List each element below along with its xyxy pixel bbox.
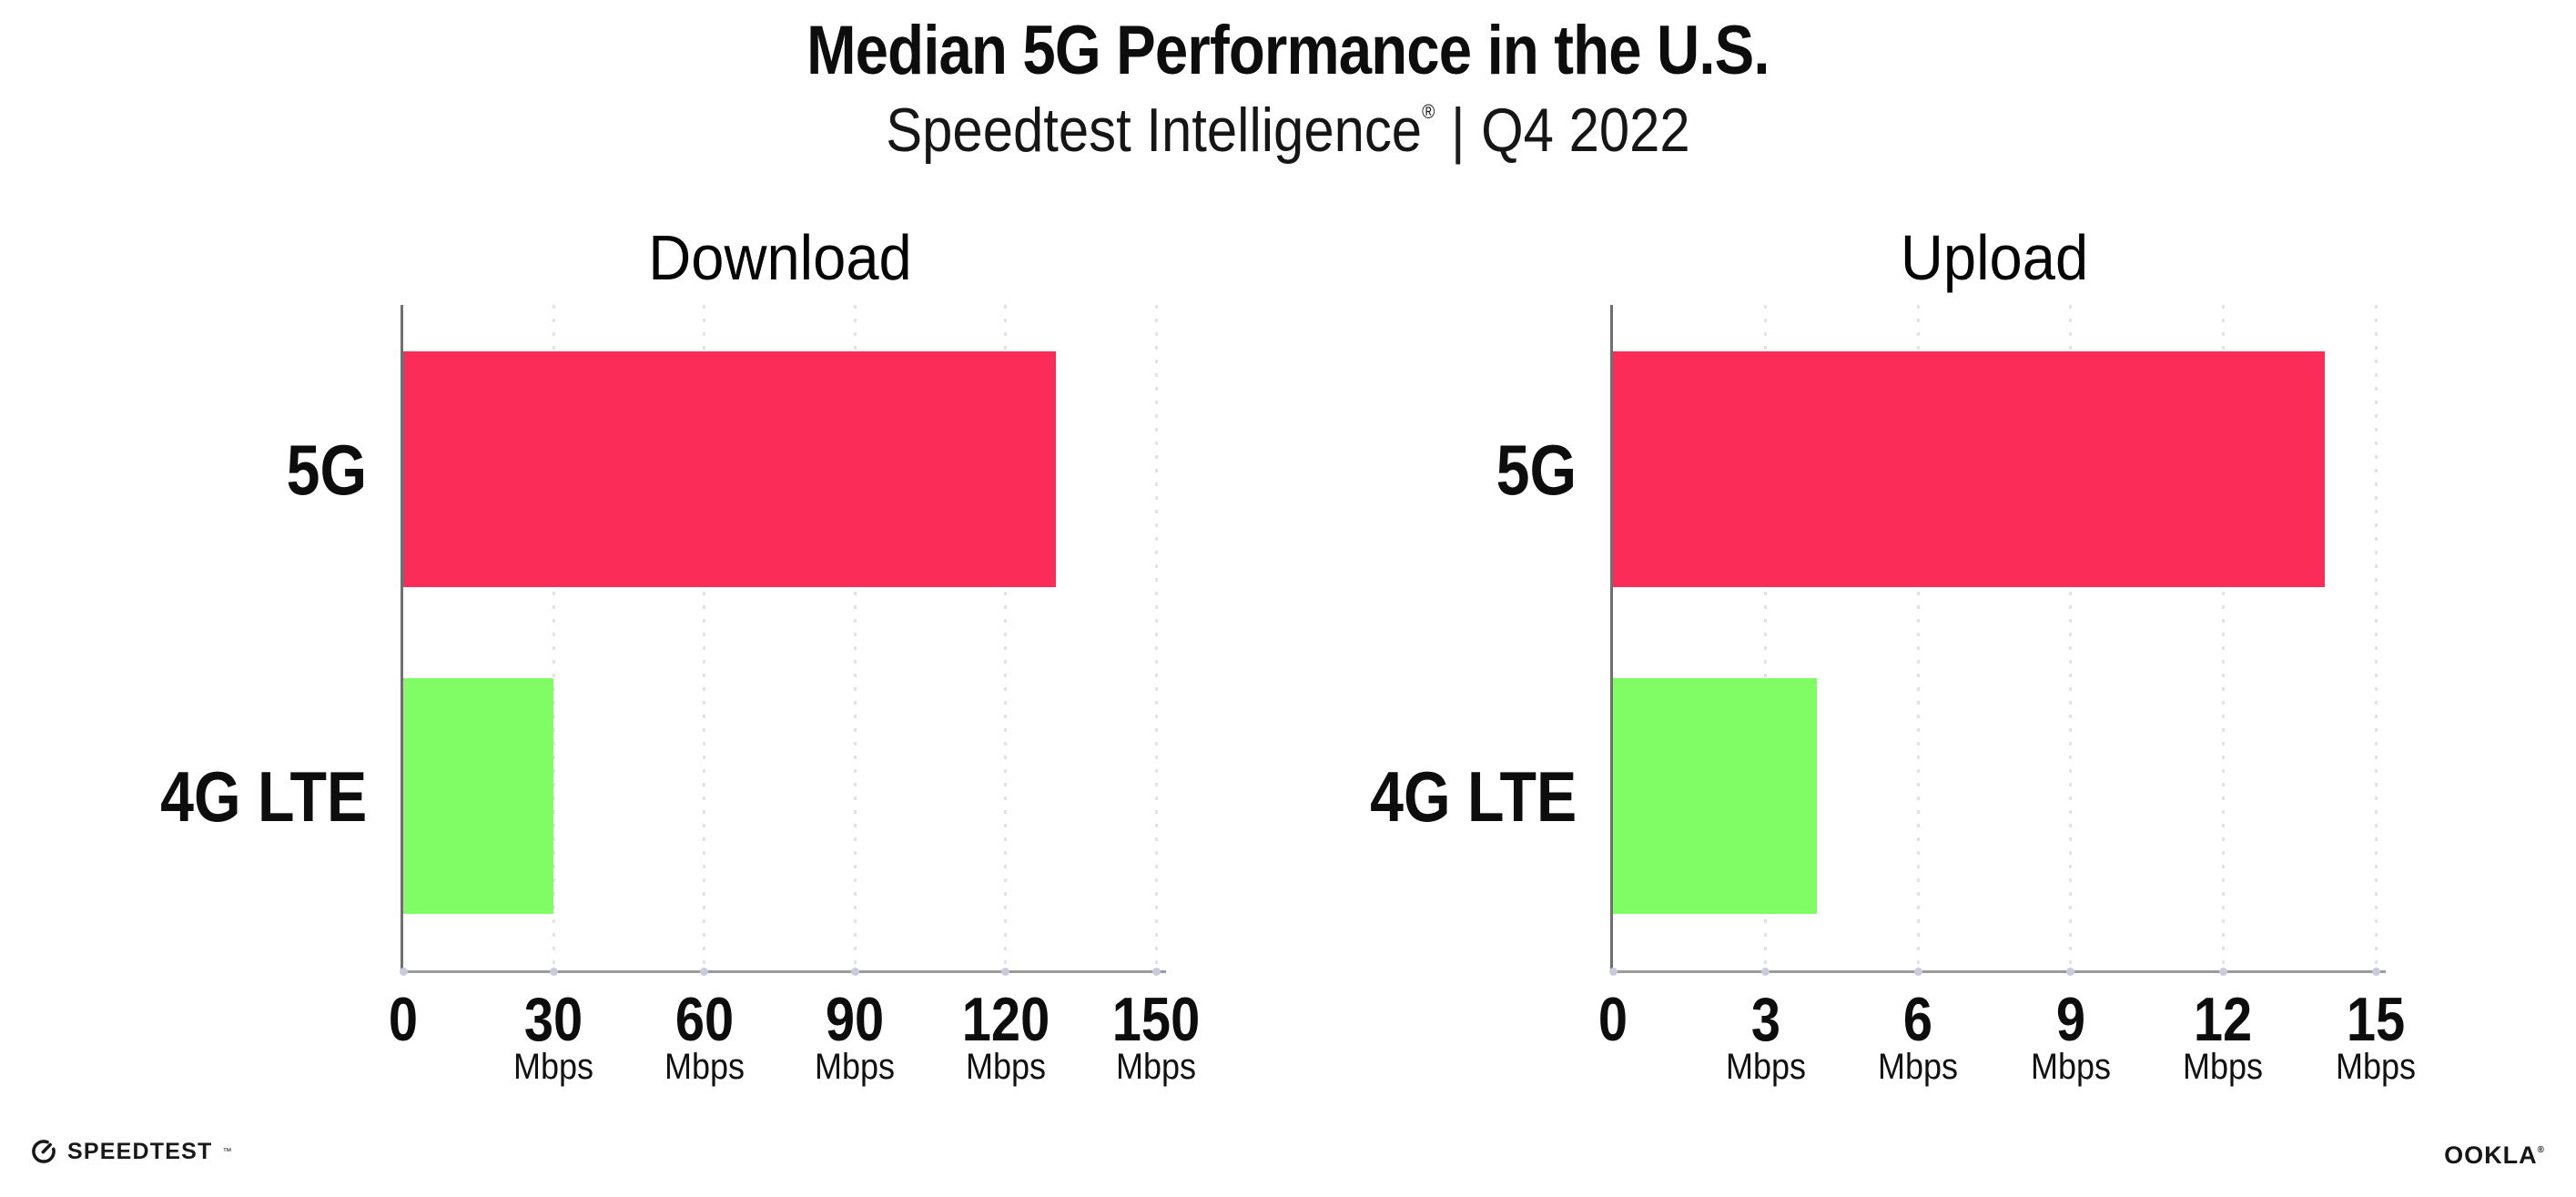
x-tick-label: 150 xyxy=(1111,985,1201,1054)
ookla-wordmark: OOKLA xyxy=(2444,1141,2538,1169)
gridline xyxy=(703,305,706,972)
page-title-text: Median 5G Performance in the U.S. xyxy=(806,12,1770,89)
axis-tick-dot xyxy=(399,968,408,976)
axis-tick-dot xyxy=(1761,968,1770,976)
category-label-5g: 5G xyxy=(1496,429,1577,510)
x-tick-label: 60 xyxy=(674,985,734,1054)
category-label-4g-lte: 4G LTE xyxy=(159,756,367,837)
axis-tick-dot xyxy=(700,968,709,976)
y-axis-line xyxy=(1610,305,1613,972)
chart-title: Upload xyxy=(1900,222,2089,293)
speedtest-wordmark: SPEEDTEST xyxy=(67,1138,213,1164)
bar-5g xyxy=(1613,351,2326,587)
axis-tick-dot xyxy=(1608,968,1618,976)
x-tick-unit-label: Mbps xyxy=(1725,1047,1806,1087)
bar-4g-lte xyxy=(403,678,554,914)
bar-5g xyxy=(403,351,1056,587)
gridline xyxy=(1764,305,1768,972)
x-tick-label: 0 xyxy=(1597,985,1628,1054)
x-tick-unit-label: Mbps xyxy=(2183,1047,2264,1087)
x-tick-unit-label: Mbps xyxy=(965,1047,1046,1087)
x-tick-unit-label: Mbps xyxy=(1878,1047,1959,1087)
speedtest-trademark-mark: ™ xyxy=(222,1146,232,1157)
x-tick-label: 3 xyxy=(1750,985,1780,1054)
x-tick-label: 0 xyxy=(388,985,419,1054)
category-label-4g-lte: 4G LTE xyxy=(1369,756,1577,837)
axis-tick-dot xyxy=(549,968,558,976)
gridline xyxy=(853,305,857,972)
gridline xyxy=(1004,305,1008,972)
x-axis-line xyxy=(1610,970,2386,973)
subtitle-period: Q4 2022 xyxy=(1481,96,1690,165)
ookla-registered-mark: ® xyxy=(2537,1145,2545,1155)
speedtest-logo: SPEEDTEST ™ xyxy=(30,1138,231,1165)
chart-title: Download xyxy=(647,222,912,293)
x-tick-unit-label: Mbps xyxy=(815,1047,896,1087)
x-tick-unit-label: Mbps xyxy=(664,1047,745,1087)
gridline xyxy=(2069,305,2073,972)
gridline xyxy=(552,305,555,972)
axis-tick-dot xyxy=(850,968,859,976)
plot-area xyxy=(1608,305,2386,976)
gridline xyxy=(2221,305,2225,972)
bar-4g-lte xyxy=(1613,678,1817,914)
x-tick-unit-label: Mbps xyxy=(2030,1047,2111,1087)
axis-tick-dot xyxy=(1913,968,1922,976)
subtitle-separator: | xyxy=(1450,96,1465,165)
axis-tick-dot xyxy=(1001,968,1010,976)
x-tick-label: 90 xyxy=(826,985,885,1054)
gridline xyxy=(2374,305,2378,972)
axis-tick-dot xyxy=(2066,968,2075,976)
x-tick-label: 15 xyxy=(2346,985,2406,1054)
gridline xyxy=(1916,305,1920,972)
x-tick-label: 6 xyxy=(1903,985,1933,1054)
x-tick-label: 12 xyxy=(2194,985,2253,1054)
page-subtitle: Speedtest Intelligence® | Q4 2022 xyxy=(0,95,2576,166)
gridline xyxy=(1154,305,1158,972)
y-axis-line xyxy=(401,305,403,972)
speedtest-gauge-icon xyxy=(32,1140,56,1163)
x-axis-line xyxy=(401,970,1166,973)
x-tick-label: 120 xyxy=(961,985,1050,1054)
x-tick-label: 9 xyxy=(2055,985,2085,1054)
axis-tick-dot xyxy=(2218,968,2227,976)
x-tick-unit-label: Mbps xyxy=(1115,1047,1197,1087)
x-tick-unit-label: Mbps xyxy=(513,1047,594,1087)
axis-tick-dot xyxy=(1151,968,1161,976)
category-label-5g: 5G xyxy=(286,429,367,510)
registered-trademark-mark: ® xyxy=(1422,100,1435,123)
x-tick-unit-label: Mbps xyxy=(2335,1047,2417,1087)
ookla-logo: OOKLA® xyxy=(2444,1143,2545,1168)
subtitle-brand: Speedtest Intelligence xyxy=(886,96,1423,165)
x-tick-label: 30 xyxy=(524,985,583,1054)
axis-tick-dot xyxy=(2371,968,2380,976)
plot-area xyxy=(399,305,1166,976)
page-title: Median 5G Performance in the U.S. xyxy=(0,11,2576,90)
